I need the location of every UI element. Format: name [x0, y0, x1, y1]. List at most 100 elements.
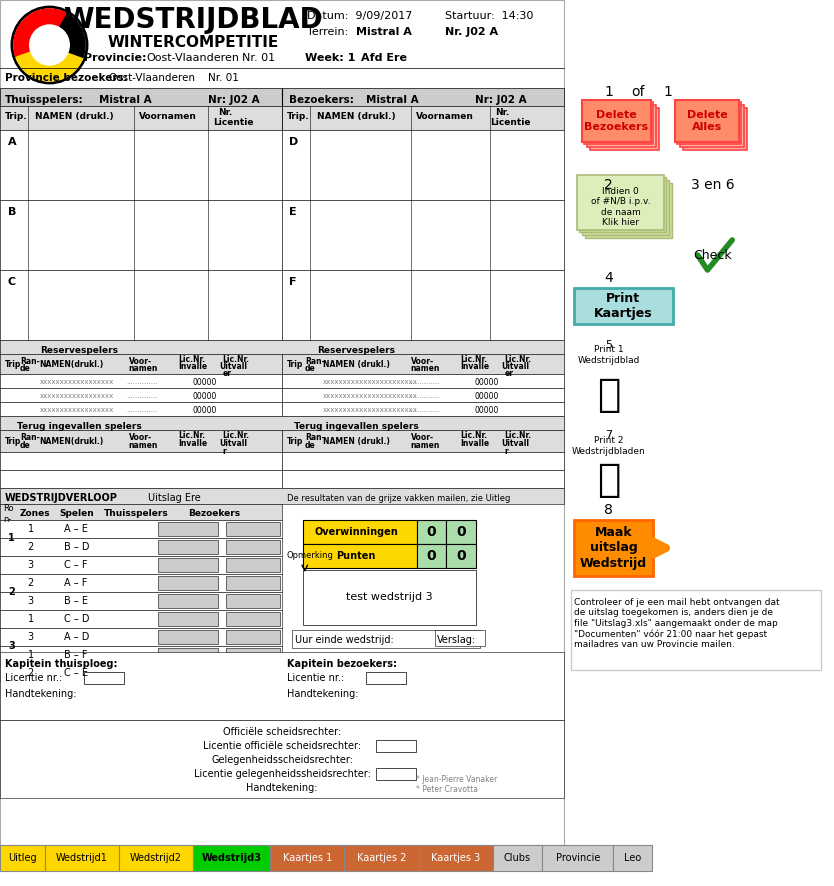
FancyBboxPatch shape	[579, 177, 666, 232]
Text: C – E: C – E	[64, 668, 88, 678]
Bar	[0, 652, 564, 720]
Text: 0: 0	[427, 549, 436, 563]
Text: Ran-: Ran-	[20, 356, 39, 366]
Text: 0: 0	[456, 549, 466, 563]
Text: er: er	[505, 369, 514, 377]
Text: 1: 1	[28, 524, 34, 534]
Bar	[493, 845, 542, 871]
Text: 1: 1	[604, 85, 613, 99]
Bar	[303, 520, 416, 544]
Bar	[303, 544, 416, 568]
Text: Trip.: Trip.	[5, 112, 28, 120]
Text: A – F: A – F	[64, 578, 88, 588]
Text: Provincie:: Provincie:	[84, 53, 147, 63]
Text: Provincie bezoekers:: Provincie bezoekers:	[5, 73, 128, 83]
Text: ..............: ..............	[127, 379, 158, 385]
Text: Verslag:: Verslag:	[437, 635, 476, 645]
Text: test wedstrijd 3: test wedstrijd 3	[345, 592, 432, 602]
Text: Provincie: Provincie	[555, 853, 600, 863]
Bar	[226, 630, 280, 644]
Text: WEDSTRIJDVERLOOP: WEDSTRIJDVERLOOP	[5, 493, 118, 503]
Text: namen: namen	[410, 363, 440, 372]
Text: 7: 7	[605, 430, 612, 440]
Bar	[292, 630, 480, 648]
Text: Lic.Nr.: Lic.Nr.	[505, 431, 531, 439]
Text: Voornamen: Voornamen	[415, 112, 474, 120]
Text: Leo: Leo	[624, 853, 641, 863]
Text: Lic.Nr.: Lic.Nr.	[223, 431, 249, 439]
Bar	[376, 740, 415, 752]
Bar	[0, 488, 564, 504]
Text: Trip: Trip	[287, 360, 304, 369]
Text: xxxxxxxxxxxxxxxxxx: xxxxxxxxxxxxxxxxxx	[39, 407, 113, 413]
Bar	[0, 416, 564, 430]
Text: Mistral A: Mistral A	[356, 27, 412, 37]
Text: Bezoekers:: Bezoekers:	[289, 95, 354, 105]
Bar	[158, 558, 218, 572]
Bar	[435, 630, 485, 646]
Text: Ran-: Ran-	[304, 356, 324, 366]
Bar	[226, 666, 280, 680]
Text: Nr. 01: Nr. 01	[243, 53, 275, 63]
Text: Week: 1: Week: 1	[304, 53, 355, 63]
Bar	[376, 768, 415, 780]
Bar	[282, 354, 564, 374]
Text: Uitvall: Uitvall	[502, 439, 530, 447]
Text: Kapitein thuisploeg:: Kapitein thuisploeg:	[5, 659, 118, 669]
Bar	[0, 556, 282, 574]
Text: WINTERCOMPETITIE: WINTERCOMPETITIE	[108, 35, 279, 50]
Bar	[0, 200, 282, 270]
Text: Lic.Nr.: Lic.Nr.	[178, 431, 205, 439]
Bar	[0, 845, 44, 871]
Text: NAMEN (drukl.): NAMEN (drukl.)	[35, 112, 113, 120]
Text: xxxxxxxxxxxxxxxxxxxxxxx: xxxxxxxxxxxxxxxxxxxxxxx	[323, 379, 418, 385]
Text: * Jean-Pierre Vanaker: * Jean-Pierre Vanaker	[415, 775, 497, 784]
Text: of: of	[631, 85, 645, 99]
Text: r: r	[505, 447, 509, 455]
Bar	[0, 520, 282, 538]
Text: A – D: A – D	[64, 632, 90, 642]
Text: Oost-Vlaanderen: Oost-Vlaanderen	[147, 53, 239, 63]
Text: Gelegenheidsscheidsrechter:: Gelegenheidsscheidsrechter:	[211, 755, 353, 765]
Text: Invalle: Invalle	[460, 361, 490, 370]
Text: Licentie: Licentie	[490, 118, 530, 127]
Bar	[0, 470, 282, 488]
Bar	[282, 374, 564, 388]
FancyBboxPatch shape	[680, 105, 744, 147]
Text: de: de	[20, 363, 31, 372]
Text: Kaartjes 2: Kaartjes 2	[357, 853, 406, 863]
Bar	[0, 130, 282, 200]
Text: Handtekening:: Handtekening:	[287, 689, 359, 699]
Text: ..............: ..............	[127, 393, 158, 399]
Text: 00000: 00000	[475, 406, 500, 415]
Text: 8: 8	[604, 503, 613, 517]
Text: xxxxxxxxxxxxxxxxxx: xxxxxxxxxxxxxxxxxx	[39, 379, 113, 385]
Text: Check: Check	[693, 248, 731, 261]
Text: 0: 0	[456, 525, 466, 539]
Bar	[0, 664, 282, 682]
Bar	[0, 354, 282, 374]
Bar	[282, 106, 564, 130]
Text: 00000: 00000	[475, 377, 500, 386]
Text: D: D	[289, 137, 299, 147]
Text: Kaartjes 3: Kaartjes 3	[431, 853, 480, 863]
Text: Datum:  9/09/2017: Datum: 9/09/2017	[307, 11, 412, 21]
Text: Delete
Bezoekers: Delete Bezoekers	[585, 110, 649, 132]
Bar	[0, 88, 564, 106]
FancyBboxPatch shape	[677, 102, 741, 144]
Text: Lic.Nr.: Lic.Nr.	[505, 354, 531, 363]
Bar	[0, 538, 282, 556]
Text: Mistral A: Mistral A	[366, 95, 419, 105]
Text: ..............: ..............	[409, 407, 440, 413]
Text: ..............: ..............	[409, 393, 440, 399]
Text: Kaartjes 1: Kaartjes 1	[283, 853, 332, 863]
Bar	[0, 504, 282, 520]
Text: 00000: 00000	[193, 406, 218, 415]
Bar	[574, 288, 673, 324]
Bar	[84, 672, 123, 684]
Text: 00000: 00000	[193, 377, 218, 386]
Text: WEDSTRIJDBLAD: WEDSTRIJDBLAD	[63, 6, 323, 34]
FancyBboxPatch shape	[585, 183, 672, 238]
Text: Lic.Nr.: Lic.Nr.	[460, 431, 487, 439]
Text: Nr.: Nr.	[218, 107, 232, 116]
